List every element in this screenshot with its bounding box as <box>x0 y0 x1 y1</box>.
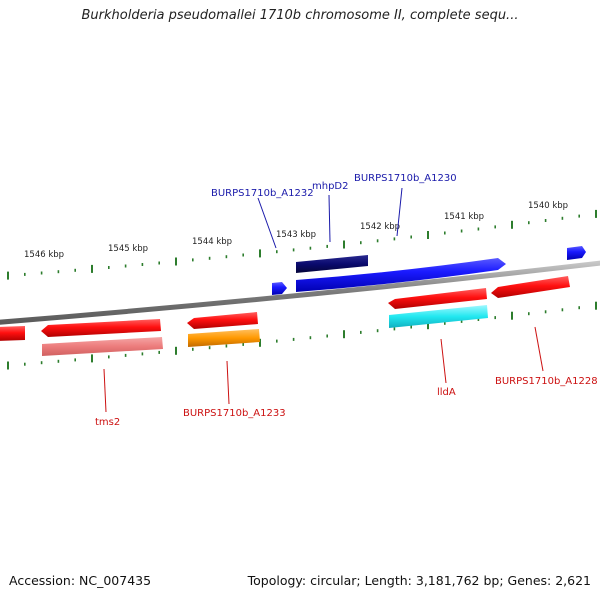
tick-marks <box>7 209 597 370</box>
gene-label-burps1710b-a1232[interactable]: BURPS1710b_A1232 <box>211 188 314 199</box>
gene-label-burps1710b-a1230[interactable]: BURPS1710b_A1230 <box>354 173 457 184</box>
tick-label-1543: 1543 kbp <box>276 230 316 240</box>
sequence-summary: Topology: circular; Length: 3,181,762 bp… <box>247 573 591 588</box>
tick-label-1546: 1546 kbp <box>24 250 64 260</box>
reverse-strand-genes <box>0 276 570 356</box>
gene-reverse-red-3[interactable] <box>388 288 487 309</box>
gene-label-burps1710b-a1228[interactable]: BURPS1710b_A1228 <box>495 376 598 387</box>
gene-label-burps1710b-a1233[interactable]: BURPS1710b_A1233 <box>183 408 286 419</box>
gene-label-llda[interactable]: lldA <box>437 387 456 398</box>
tick-label-1540: 1540 kbp <box>528 201 568 211</box>
gene-reverse-edge-left[interactable] <box>0 326 25 341</box>
gene-reverse-red-2[interactable] <box>187 312 258 329</box>
reverse-leader-lines <box>103 326 544 413</box>
tick-label-1544: 1544 kbp <box>192 237 232 247</box>
gene-reverse-red-1[interactable] <box>41 319 161 337</box>
gene-reverse-pink[interactable] <box>42 337 163 356</box>
tick-label-1542: 1542 kbp <box>360 222 400 232</box>
gene-forward-navy[interactable] <box>296 255 368 273</box>
gene-label-tms2[interactable]: tms2 <box>95 417 120 428</box>
forward-leader-lines <box>257 187 403 249</box>
tick-label-1541: 1541 kbp <box>444 212 484 222</box>
gene-reverse-orange[interactable] <box>188 329 260 347</box>
chromosome-backbone <box>0 260 600 325</box>
forward-strand-genes <box>272 246 586 295</box>
gene-reverse-cyan[interactable] <box>389 305 488 328</box>
tick-label-1545: 1545 kbp <box>108 244 148 254</box>
gene-forward-small-right[interactable] <box>567 246 586 260</box>
accession-label: Accession: NC_007435 <box>9 573 152 588</box>
gene-reverse-red-4[interactable] <box>491 276 570 298</box>
gene-label-mhpd2[interactable]: mhpD2 <box>312 181 349 192</box>
map-title: Burkholderia pseudomallei 1710b chromoso… <box>81 8 519 23</box>
gene-forward-long-blue[interactable] <box>296 258 506 292</box>
gene-forward-small-left[interactable] <box>272 282 287 295</box>
